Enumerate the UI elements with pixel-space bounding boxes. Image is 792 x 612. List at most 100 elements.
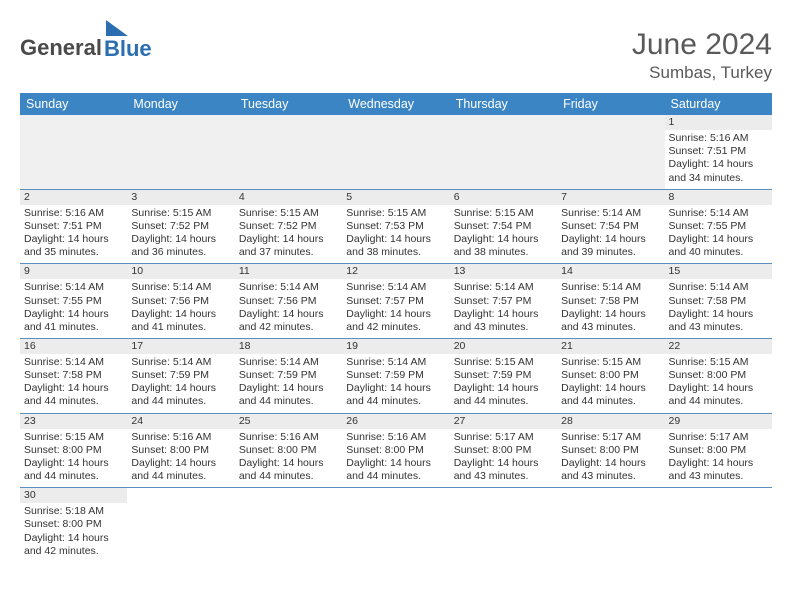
day-number: 2 xyxy=(20,190,127,205)
header: General Blue June 2024 Sumbas, Turkey xyxy=(20,28,772,83)
day-info-line: Daylight: 14 hours xyxy=(239,308,338,321)
day-info-line: Sunrise: 5:14 AM xyxy=(131,281,230,294)
calendar-cell xyxy=(665,488,772,562)
day-info-line: Sunrise: 5:15 AM xyxy=(454,207,553,220)
calendar-cell: 21Sunrise: 5:15 AMSunset: 8:00 PMDayligh… xyxy=(557,338,664,413)
day-number: 16 xyxy=(20,339,127,354)
day-info-line: Daylight: 14 hours xyxy=(561,457,660,470)
day-info-line: Sunset: 8:00 PM xyxy=(131,444,230,457)
day-info-line: Sunrise: 5:16 AM xyxy=(131,431,230,444)
day-info-line: Sunrise: 5:16 AM xyxy=(239,431,338,444)
calendar-cell: 30Sunrise: 5:18 AMSunset: 8:00 PMDayligh… xyxy=(20,488,127,562)
weekday-header: Wednesday xyxy=(342,93,449,115)
calendar-cell xyxy=(450,488,557,562)
day-info-line: Sunrise: 5:14 AM xyxy=(131,356,230,369)
calendar-body: 1Sunrise: 5:16 AMSunset: 7:51 PMDaylight… xyxy=(20,115,772,562)
calendar-cell xyxy=(235,115,342,189)
day-info-line: Sunset: 7:59 PM xyxy=(346,369,445,382)
day-info-line: Sunrise: 5:15 AM xyxy=(346,207,445,220)
day-info-line: Daylight: 14 hours xyxy=(131,233,230,246)
day-info-line: Sunrise: 5:17 AM xyxy=(561,431,660,444)
day-info-line: Daylight: 14 hours xyxy=(239,233,338,246)
calendar-cell: 2Sunrise: 5:16 AMSunset: 7:51 PMDaylight… xyxy=(20,189,127,264)
day-info-line: and 44 minutes. xyxy=(454,395,553,408)
day-info-line: Sunset: 7:51 PM xyxy=(24,220,123,233)
day-info-line: Daylight: 14 hours xyxy=(454,382,553,395)
calendar-cell: 6Sunrise: 5:15 AMSunset: 7:54 PMDaylight… xyxy=(450,189,557,264)
day-number: 9 xyxy=(20,264,127,279)
calendar-cell: 10Sunrise: 5:14 AMSunset: 7:56 PMDayligh… xyxy=(127,264,234,339)
day-info-line: and 44 minutes. xyxy=(561,395,660,408)
calendar-cell xyxy=(342,488,449,562)
day-number: 30 xyxy=(20,488,127,503)
day-info-line: and 34 minutes. xyxy=(669,172,768,185)
day-info-line: Sunset: 8:00 PM xyxy=(454,444,553,457)
day-info-line: Sunrise: 5:16 AM xyxy=(346,431,445,444)
day-info-line: Daylight: 14 hours xyxy=(24,457,123,470)
day-number: 19 xyxy=(342,339,449,354)
day-info-line: Sunrise: 5:14 AM xyxy=(561,281,660,294)
day-info-line: and 42 minutes. xyxy=(239,321,338,334)
calendar-cell: 1Sunrise: 5:16 AMSunset: 7:51 PMDaylight… xyxy=(665,115,772,189)
day-info-line: Daylight: 14 hours xyxy=(346,382,445,395)
day-number: 6 xyxy=(450,190,557,205)
day-info-line: Sunrise: 5:17 AM xyxy=(669,431,768,444)
day-info-line: and 41 minutes. xyxy=(24,321,123,334)
day-info-line: Sunrise: 5:15 AM xyxy=(131,207,230,220)
day-info-line: Sunset: 7:57 PM xyxy=(454,295,553,308)
day-info-line: and 44 minutes. xyxy=(24,470,123,483)
calendar-cell: 9Sunrise: 5:14 AMSunset: 7:55 PMDaylight… xyxy=(20,264,127,339)
day-number: 15 xyxy=(665,264,772,279)
calendar-cell: 11Sunrise: 5:14 AMSunset: 7:56 PMDayligh… xyxy=(235,264,342,339)
calendar-cell: 22Sunrise: 5:15 AMSunset: 8:00 PMDayligh… xyxy=(665,338,772,413)
day-info-line: Daylight: 14 hours xyxy=(669,308,768,321)
day-info-line: Daylight: 14 hours xyxy=(131,457,230,470)
day-info-line: Sunrise: 5:14 AM xyxy=(669,207,768,220)
day-info-line: Sunset: 7:52 PM xyxy=(239,220,338,233)
day-info-line: and 44 minutes. xyxy=(131,470,230,483)
day-number: 24 xyxy=(127,414,234,429)
day-info-line: Daylight: 14 hours xyxy=(561,308,660,321)
calendar-cell: 12Sunrise: 5:14 AMSunset: 7:57 PMDayligh… xyxy=(342,264,449,339)
location: Sumbas, Turkey xyxy=(632,63,772,83)
day-info-line: Daylight: 14 hours xyxy=(346,457,445,470)
day-info-line: Daylight: 14 hours xyxy=(669,382,768,395)
calendar-cell: 5Sunrise: 5:15 AMSunset: 7:53 PMDaylight… xyxy=(342,189,449,264)
day-info-line: and 43 minutes. xyxy=(561,470,660,483)
day-number: 11 xyxy=(235,264,342,279)
day-info-line: Daylight: 14 hours xyxy=(24,382,123,395)
day-info-line: Daylight: 14 hours xyxy=(561,382,660,395)
day-info-line: Sunset: 7:57 PM xyxy=(346,295,445,308)
calendar-cell: 18Sunrise: 5:14 AMSunset: 7:59 PMDayligh… xyxy=(235,338,342,413)
day-info-line: Sunset: 7:51 PM xyxy=(669,145,768,158)
weekday-header: Tuesday xyxy=(235,93,342,115)
day-info-line: Sunset: 8:00 PM xyxy=(561,369,660,382)
calendar-cell xyxy=(342,115,449,189)
calendar-cell: 20Sunrise: 5:15 AMSunset: 7:59 PMDayligh… xyxy=(450,338,557,413)
day-info-line: and 44 minutes. xyxy=(346,395,445,408)
day-info-line: Daylight: 14 hours xyxy=(669,457,768,470)
day-info-line: Daylight: 14 hours xyxy=(454,457,553,470)
calendar-row: 9Sunrise: 5:14 AMSunset: 7:55 PMDaylight… xyxy=(20,264,772,339)
day-info-line: Daylight: 14 hours xyxy=(239,457,338,470)
day-info-line: and 38 minutes. xyxy=(346,246,445,259)
day-info-line: Sunrise: 5:16 AM xyxy=(669,132,768,145)
day-info-line: Daylight: 14 hours xyxy=(669,158,768,171)
day-info-line: Daylight: 14 hours xyxy=(131,382,230,395)
calendar-cell xyxy=(557,488,664,562)
calendar-cell xyxy=(127,115,234,189)
day-number: 27 xyxy=(450,414,557,429)
day-info-line: Daylight: 14 hours xyxy=(346,233,445,246)
day-info-line: Daylight: 14 hours xyxy=(24,233,123,246)
day-number: 22 xyxy=(665,339,772,354)
day-info-line: Sunset: 7:55 PM xyxy=(669,220,768,233)
day-info-line: Sunrise: 5:15 AM xyxy=(24,431,123,444)
day-info-line: Sunset: 7:56 PM xyxy=(131,295,230,308)
day-info-line: and 44 minutes. xyxy=(239,395,338,408)
day-info-line: and 37 minutes. xyxy=(239,246,338,259)
day-info-line: Sunset: 7:54 PM xyxy=(561,220,660,233)
calendar-row: 1Sunrise: 5:16 AMSunset: 7:51 PMDaylight… xyxy=(20,115,772,189)
calendar-cell xyxy=(235,488,342,562)
calendar-cell xyxy=(450,115,557,189)
day-info-line: and 44 minutes. xyxy=(24,395,123,408)
